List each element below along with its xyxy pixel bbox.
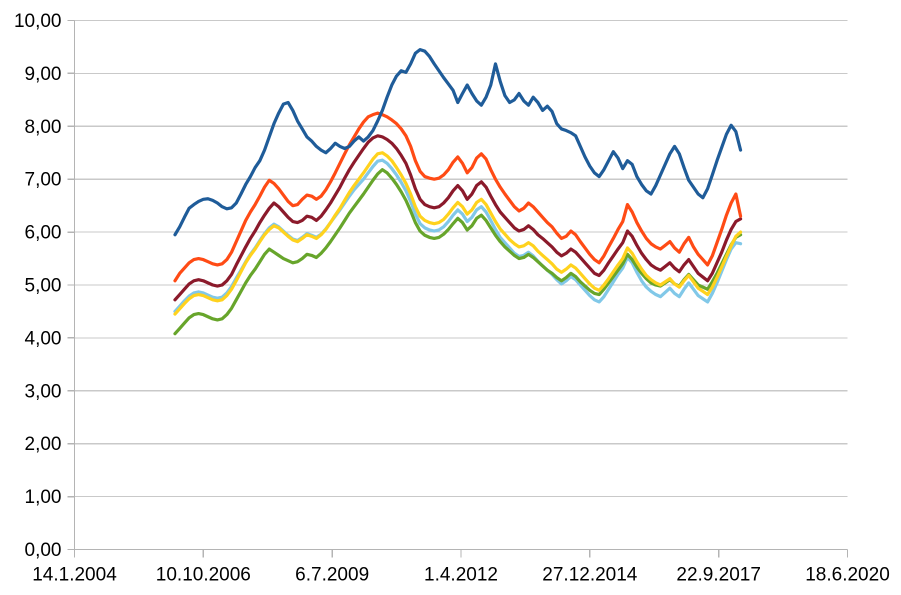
x-tick-label: 27.12.2014 — [542, 565, 638, 586]
series-green — [173, 168, 743, 336]
x-tick-label: 6.7.2009 — [295, 565, 369, 586]
x-tick-label: 22.9.2017 — [676, 565, 761, 586]
data-series — [173, 47, 743, 336]
series-yellow — [173, 151, 743, 316]
y-tick-label: 6,00 — [25, 223, 62, 244]
y-tick-label: 1,00 — [25, 487, 62, 508]
x-tick-label: 14.1.2004 — [32, 565, 117, 586]
y-tick-label: 2,00 — [25, 434, 62, 455]
x-tick-label: 10.10.2006 — [156, 565, 251, 586]
y-tick-label: 8,00 — [25, 117, 62, 138]
y-tick-label: 5,00 — [25, 276, 62, 297]
gridlines — [74, 19, 848, 551]
y-tick-label: 3,00 — [25, 381, 62, 402]
y-tick-label: 4,00 — [25, 328, 62, 349]
y-tick-label: 0,00 — [25, 540, 62, 561]
x-tick-label: 1.4.2012 — [424, 565, 498, 586]
y-axis-tick-labels: 0,00 1,00 2,00 3,00 4,00 5,00 6,00 7,00 8,00 9,00… — [14, 11, 62, 561]
y-tick-label: 9,00 — [25, 64, 62, 85]
series-orange — [173, 111, 743, 283]
series-maroon — [173, 134, 743, 302]
series-blue — [173, 47, 743, 237]
x-axis-tick-labels: 14.1.2004 10.10.2006 6.7.2009 1.4.2012 27.12… — [32, 565, 890, 586]
x-tick-label: 18.6.2020 — [805, 565, 890, 586]
y-tick-label: 10,00 — [14, 11, 62, 32]
y-tick-label: 7,00 — [25, 170, 62, 191]
axes — [67, 19, 849, 558]
